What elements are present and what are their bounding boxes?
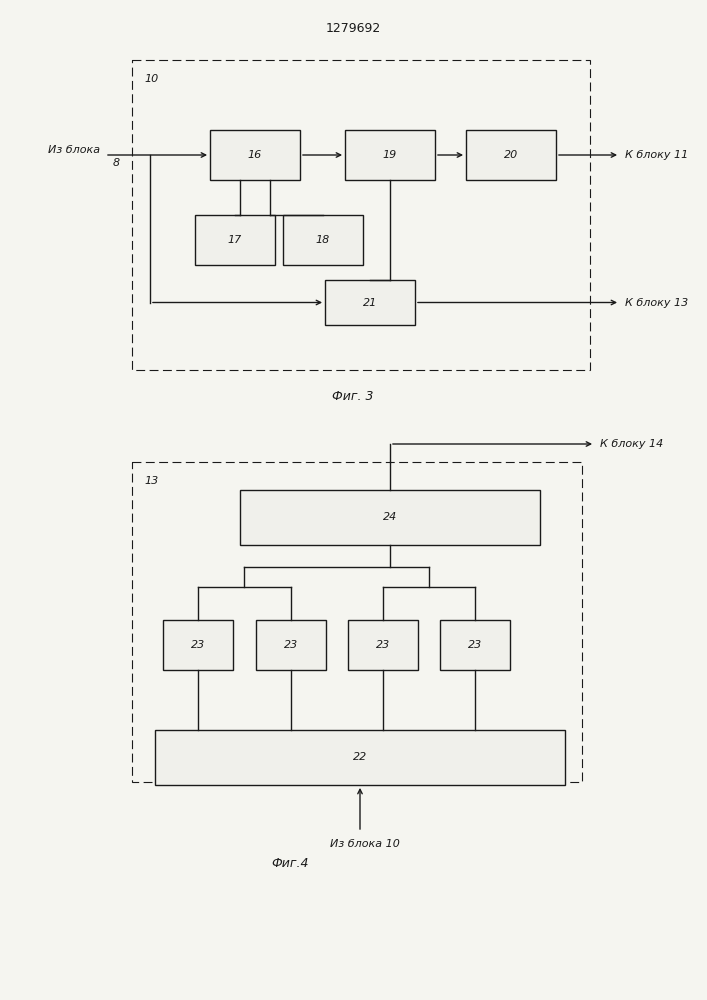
Bar [256, 620, 326, 670]
Text: 13: 13 [144, 476, 158, 486]
Text: 16: 16 [248, 150, 262, 160]
Text: 18: 18 [316, 235, 330, 245]
Text: 23: 23 [468, 640, 482, 650]
Text: Фиг. 3: Фиг. 3 [332, 390, 374, 403]
Text: 22: 22 [353, 752, 367, 762]
Text: К блоку 14: К блоку 14 [600, 439, 663, 449]
Text: 24: 24 [383, 512, 397, 522]
Text: 10: 10 [144, 74, 158, 84]
Bar [283, 215, 363, 265]
Bar [195, 215, 275, 265]
Text: 17: 17 [228, 235, 242, 245]
Text: 21: 21 [363, 298, 377, 308]
Bar [440, 620, 510, 670]
Bar [163, 620, 233, 670]
Text: 23: 23 [191, 640, 205, 650]
Text: 19: 19 [383, 150, 397, 160]
Text: Из блока 10: Из блока 10 [330, 839, 400, 849]
Bar [348, 620, 418, 670]
Text: 1279692: 1279692 [325, 22, 380, 35]
Bar [210, 130, 300, 180]
Text: К блоку 13: К блоку 13 [625, 298, 688, 308]
Text: 8: 8 [113, 158, 120, 168]
Text: 23: 23 [376, 640, 390, 650]
Bar [325, 280, 415, 325]
Bar [345, 130, 435, 180]
Text: К блоку 11: К блоку 11 [625, 150, 688, 160]
Text: Из блока: Из блока [48, 145, 100, 155]
Bar [132, 462, 582, 782]
Text: Фиг.4: Фиг.4 [271, 857, 309, 870]
Bar [155, 730, 565, 785]
Text: 20: 20 [504, 150, 518, 160]
Text: 23: 23 [284, 640, 298, 650]
Bar [132, 60, 590, 370]
Bar [466, 130, 556, 180]
Bar [240, 490, 540, 545]
